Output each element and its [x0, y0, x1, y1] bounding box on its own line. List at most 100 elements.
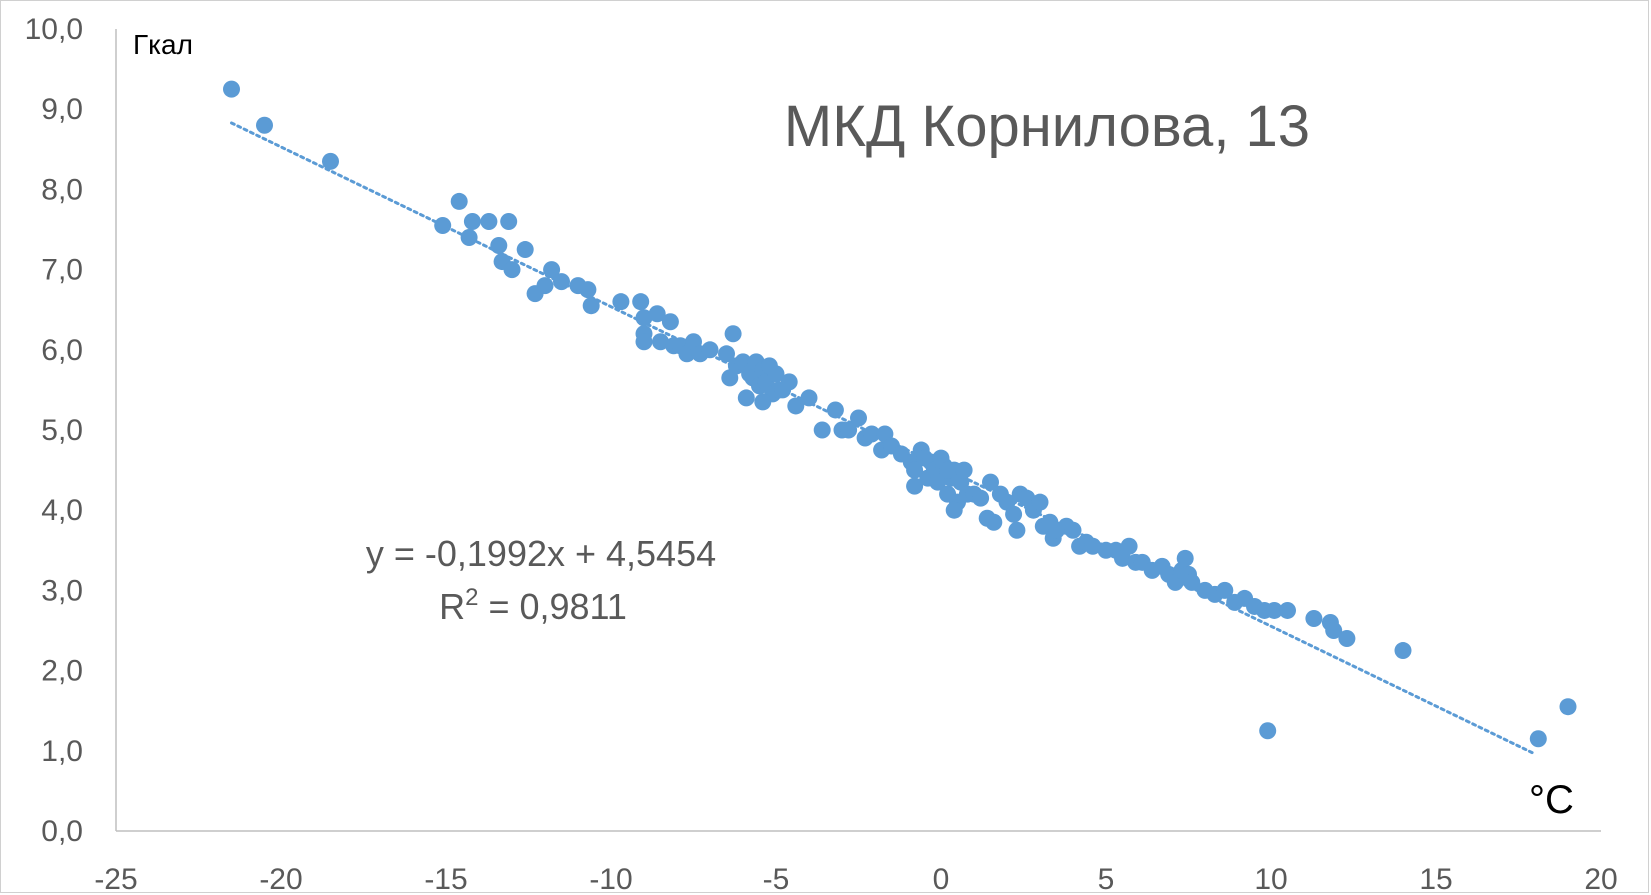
data-point	[256, 116, 273, 134]
data-point	[1394, 642, 1412, 660]
y-axis-unit-label: Гкал	[133, 29, 193, 60]
data-point	[223, 80, 240, 98]
x-axis-unit-label: °C	[1529, 778, 1574, 822]
axes-layer	[115, 29, 1601, 832]
data-point	[1325, 622, 1343, 639]
data-point	[612, 293, 630, 311]
data-point	[1064, 521, 1082, 539]
data-point	[1005, 505, 1023, 523]
x-tick-label: -5	[763, 863, 790, 894]
data-point	[553, 273, 570, 291]
x-tick-label: 5	[1098, 863, 1115, 894]
data-point	[754, 393, 772, 411]
data-point	[582, 297, 600, 315]
y-tick-label: 2,0	[41, 655, 83, 688]
data-point	[635, 309, 653, 327]
data-point	[579, 281, 597, 299]
data-point	[635, 333, 653, 351]
data-point	[1338, 630, 1356, 648]
data-point	[906, 477, 924, 495]
x-tick-label: -15	[424, 863, 467, 894]
data-point	[813, 421, 831, 439]
x-tick-label: -10	[589, 863, 632, 894]
data-point	[661, 313, 679, 331]
data-point	[718, 345, 735, 363]
data-point	[840, 421, 858, 439]
tick-labels: -25 -20 -15 -10 -5 0 5 10 15 20 0,0 1,0 2,0 3,0 4,0 5,0…	[25, 13, 1618, 894]
y-tick-label: 3,0	[41, 574, 83, 607]
data-point	[536, 277, 554, 295]
data-point	[1279, 601, 1296, 619]
data-point	[1265, 601, 1283, 619]
trendline-r-squared: R2 = 0,9811	[439, 584, 627, 627]
x-tick-label: -20	[259, 863, 302, 894]
data-point	[863, 425, 881, 443]
data-point	[939, 461, 957, 479]
data-point	[652, 333, 669, 351]
data-point	[982, 473, 999, 491]
r-squared-superscript: 2	[465, 584, 478, 611]
trendline-equation: y = -0,1992x + 4,5454	[366, 533, 716, 574]
data-point	[1216, 581, 1234, 599]
r-squared-symbol: R	[439, 586, 465, 627]
y-tick-label: 1,0	[41, 735, 83, 768]
x-tick-label: 0	[933, 863, 950, 894]
data-point	[1529, 730, 1547, 748]
data-point	[1031, 493, 1049, 511]
data-point	[1259, 722, 1277, 740]
data-point	[780, 373, 798, 391]
data-point	[1305, 609, 1323, 627]
x-tick-label: 15	[1419, 863, 1452, 894]
data-point	[850, 409, 867, 427]
data-point	[480, 212, 498, 230]
data-point	[490, 237, 508, 255]
data-point	[737, 389, 755, 407]
y-tick-label: 8,0	[41, 173, 83, 206]
data-point	[1559, 698, 1577, 716]
data-point	[450, 192, 468, 210]
data-point	[767, 365, 785, 383]
data-point	[543, 261, 561, 279]
y-tick-label: 10,0	[25, 13, 83, 46]
data-point	[503, 261, 521, 279]
data-point	[985, 513, 1003, 531]
x-tick-label: -25	[94, 863, 137, 894]
data-point	[460, 229, 478, 247]
y-tick-label: 5,0	[41, 414, 83, 447]
data-point	[972, 489, 990, 507]
data-point	[322, 152, 339, 170]
x-tick-label: 20	[1584, 863, 1617, 894]
data-point	[1120, 537, 1138, 555]
data-point	[648, 305, 666, 323]
data-point	[955, 461, 973, 479]
data-point	[724, 325, 742, 343]
data-point	[826, 401, 844, 419]
data-point	[632, 293, 650, 311]
data-point	[1176, 549, 1194, 567]
data-point	[701, 341, 719, 359]
y-tick-label: 7,0	[41, 254, 83, 287]
data-point	[1084, 537, 1102, 555]
data-point	[516, 241, 534, 259]
data-points	[223, 80, 1577, 748]
data-point	[463, 212, 481, 230]
data-point	[787, 397, 805, 415]
chart-title: МКД Корнилова, 13	[784, 94, 1310, 159]
data-point	[1008, 521, 1026, 539]
data-point	[945, 501, 963, 519]
data-point	[434, 216, 452, 234]
y-tick-label: 6,0	[41, 334, 83, 367]
y-tick-label: 0,0	[41, 815, 83, 848]
y-tick-label: 4,0	[41, 494, 83, 527]
data-point	[721, 369, 739, 387]
data-point	[800, 389, 818, 407]
r-squared-value: = 0,9811	[478, 586, 626, 627]
data-point	[906, 461, 924, 479]
data-point	[1183, 573, 1201, 591]
x-tick-label: 10	[1254, 863, 1287, 894]
data-point	[929, 473, 947, 491]
y-tick-label: 9,0	[41, 93, 83, 126]
data-point	[500, 212, 518, 230]
